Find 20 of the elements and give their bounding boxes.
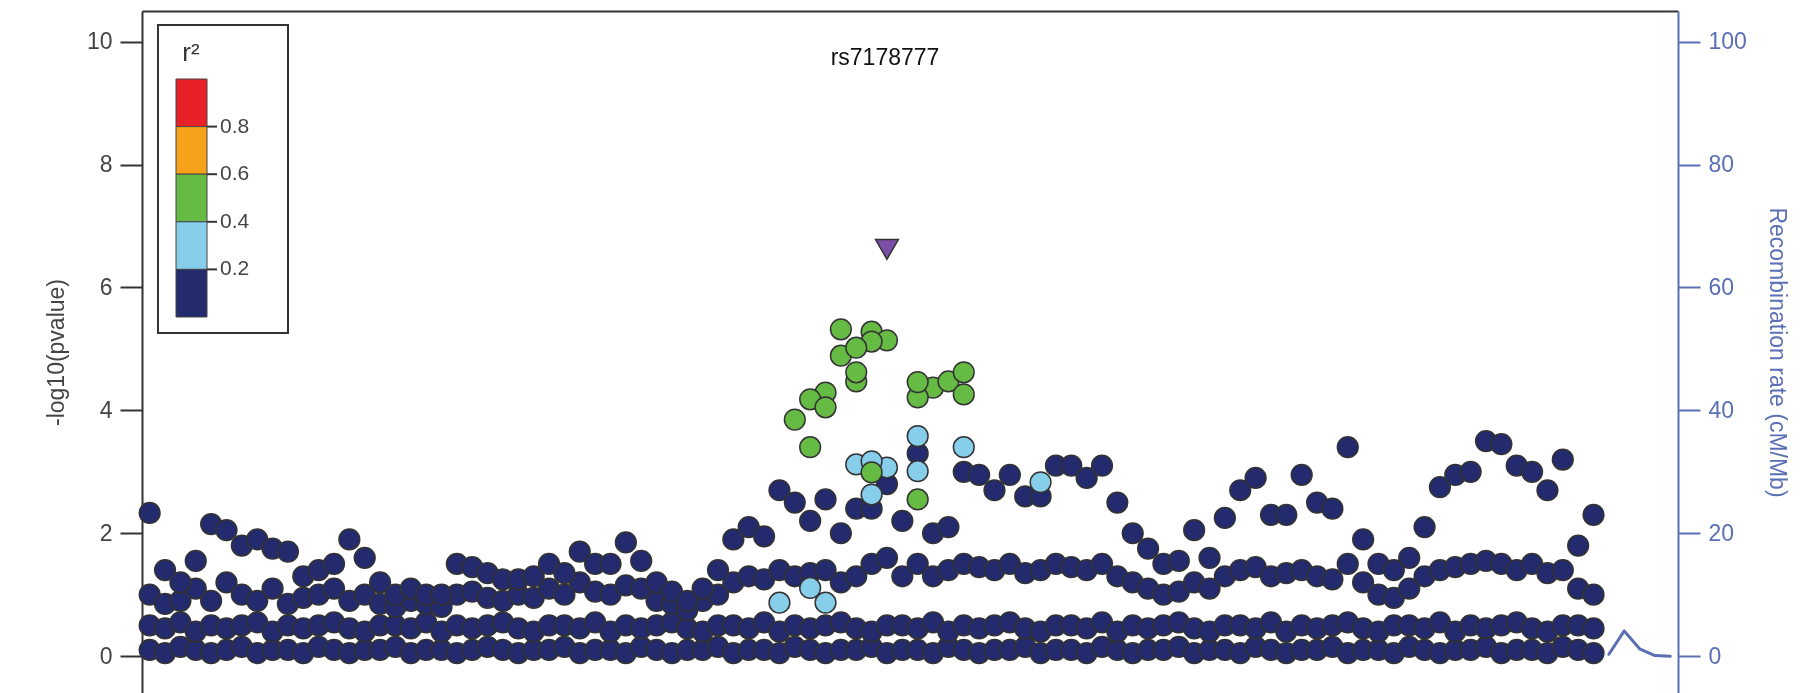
y2-tick-label: 40 bbox=[1708, 396, 1735, 423]
y2-tick-label: 80 bbox=[1708, 151, 1735, 178]
annotation: 0.4 bbox=[220, 208, 250, 232]
annotation: 0.2 bbox=[220, 256, 250, 280]
y-tick-label: 8 bbox=[99, 151, 113, 178]
y-tick-label: 4 bbox=[99, 396, 113, 423]
y-tick-label: 10 bbox=[86, 28, 113, 55]
y-axis-title: -log10(pvalue) bbox=[42, 278, 69, 427]
y2-tick-label: 100 bbox=[1708, 28, 1747, 55]
y2-tick-label: 0 bbox=[1708, 642, 1722, 669]
y-tick-label: 0 bbox=[99, 642, 113, 669]
annotation: 0.6 bbox=[220, 161, 250, 185]
text: rs7178777 bbox=[830, 44, 940, 70]
y-tick-label: 6 bbox=[99, 273, 113, 300]
y-tick-label: 2 bbox=[99, 519, 113, 546]
y2-axis-title: Recombination rate (cM/Mb) bbox=[1764, 207, 1791, 498]
annotation: r² bbox=[182, 37, 200, 67]
annotation: 0.8 bbox=[220, 113, 250, 137]
y2-tick-label: 60 bbox=[1708, 273, 1735, 300]
y2-tick-label: 20 bbox=[1708, 519, 1735, 546]
